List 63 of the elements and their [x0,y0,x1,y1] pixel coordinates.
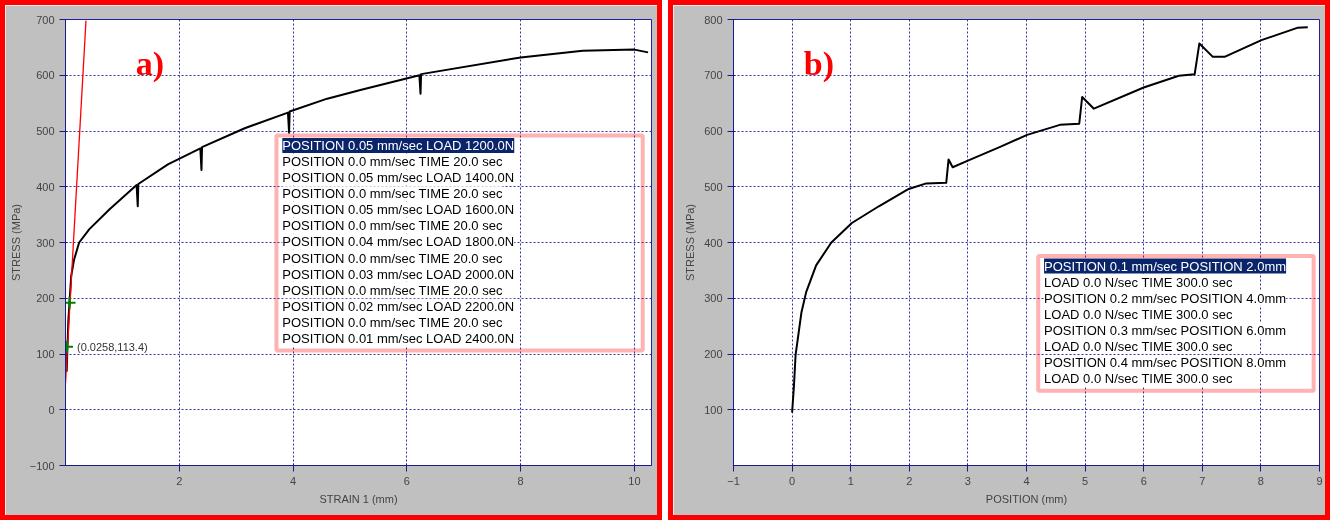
text: b) [803,44,835,83]
x-axis-title: STRAIN 1 (mm) [319,492,398,505]
annotation: POSITION 0.0 mm/sec TIME 20.0 sec [282,250,503,266]
y-tick-label: 100 [36,348,55,360]
x-tick-label: −1 [727,474,740,487]
annotation: POSITION 0.05 mm/sec LOAD 1400.0N [282,170,515,186]
annotation: (0.0258,113.4) [76,340,148,353]
x-tick-label: 9 [1316,474,1323,487]
annotation: POSITION 0.05 mm/sec LOAD 1200.0N [282,138,515,154]
y-tick-label: 200 [36,292,55,305]
x-tick-label: 8 [1257,474,1264,487]
x-tick-label: 2 [176,474,183,487]
y-tick-label: 500 [704,180,723,193]
y-tick-label: −100 [29,459,55,472]
y-tick-label: 600 [36,69,55,82]
x-tick-label: 4 [1023,474,1030,487]
x-axis-title: POSITION (mm) [985,492,1068,505]
y-tick-label: 400 [704,236,723,249]
annotation: POSITION 0.03 mm/sec LOAD 2000.0N [282,266,515,282]
y-tick-label: 400 [36,180,55,193]
x-tick-label: 6 [1140,474,1147,487]
x-tick-label: 1 [847,474,854,487]
y-tick-label: 300 [36,236,55,249]
annotation: POSITION 0.05 mm/sec LOAD 1600.0N [282,202,515,218]
y-tick-label: 700 [36,13,55,26]
annotation: POSITION 0.02 mm/sec LOAD 2200.0N [282,298,515,314]
text: a) [135,44,165,83]
x-tick-label: 0 [789,474,796,487]
annotation: LOAD 0.0 N/sec TIME 300.0 sec [1044,274,1233,290]
x-tick-label: 7 [1199,474,1206,487]
y-tick-label: 300 [704,292,723,305]
line-series [65,48,650,373]
x-tick-label: 2 [906,474,913,487]
annotation: POSITION 0.0 mm/sec TIME 20.0 sec [282,314,503,330]
annotation: POSITION 0.0 mm/sec TIME 20.0 sec [282,186,503,202]
y-tick-label: 200 [704,348,723,360]
x-tick-label: 3 [964,474,971,487]
annotation: POSITION 0.2 mm/sec POSITION 4.0mm [1044,290,1287,306]
y-tick-label: 800 [704,13,723,26]
annotation: POSITION 0.01 mm/sec LOAD 2400.0N [282,330,515,346]
y-tick-label: 0 [48,403,55,416]
annotation: POSITION 0.4 mm/sec POSITION 8.0mm [1044,354,1287,370]
x-tick-label: 4 [290,474,297,487]
x-tick-label: 8 [517,474,524,487]
x-tick-label: 6 [403,474,410,487]
annotation: POSITION 0.0 mm/sec TIME 20.0 sec [282,218,503,234]
line-series [791,26,1309,414]
annotation: LOAD 0.0 N/sec TIME 300.0 sec [1044,338,1233,354]
x-tick-label: 10 [628,474,641,487]
annotation: LOAD 0.0 N/sec TIME 300.0 sec [1044,370,1233,386]
x-tick-label: 5 [1082,474,1089,487]
y-axis-title: STRESS (MPa) [684,203,697,282]
y-tick-label: 500 [36,125,55,137]
annotation: POSITION 0.3 mm/sec POSITION 6.0mm [1044,322,1287,338]
y-axis-title: STRESS (MPa) [9,203,22,282]
annotation: POSITION 0.0 mm/sec TIME 20.0 sec [282,154,503,170]
y-tick-label: 100 [704,403,723,416]
annotation: POSITION 0.04 mm/sec LOAD 1800.0N [282,234,515,250]
annotation: LOAD 0.0 N/sec TIME 300.0 sec [1044,306,1233,322]
annotation: POSITION 0.1 mm/sec POSITION 2.0mm [1044,258,1287,274]
y-tick-label: 700 [704,69,723,82]
y-tick-label: 600 [704,125,723,137]
annotation: POSITION 0.0 mm/sec TIME 20.0 sec [282,282,503,298]
